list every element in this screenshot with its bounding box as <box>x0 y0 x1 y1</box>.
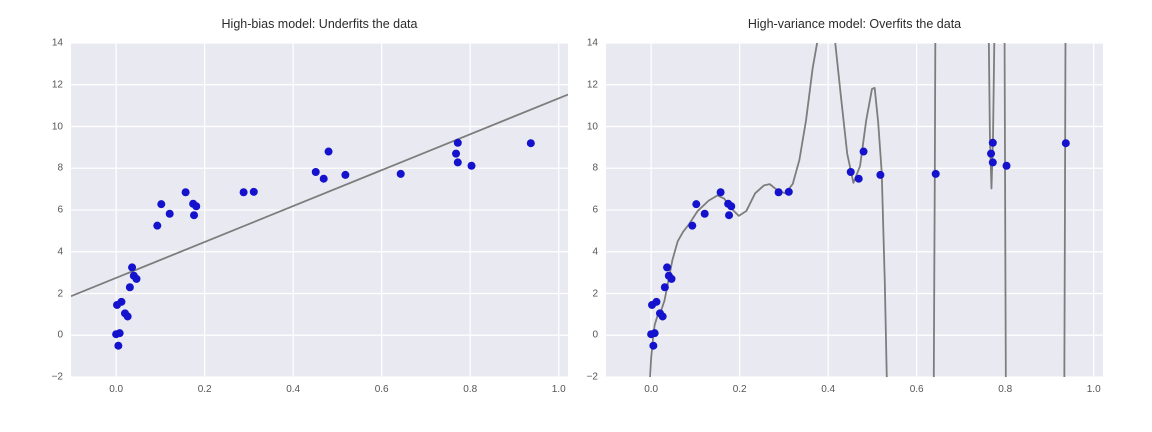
data-point <box>876 170 885 179</box>
data-point <box>652 297 661 306</box>
y-tick-label: 12 <box>586 79 598 91</box>
plot-canvas-right <box>606 43 1103 377</box>
data-point <box>663 263 672 272</box>
data-point <box>453 138 462 147</box>
data-point <box>660 283 669 292</box>
x-tick-label: 0.2 <box>197 384 212 395</box>
data-point <box>153 221 162 230</box>
data-point <box>132 274 141 283</box>
y-tick-label: 2 <box>592 288 598 299</box>
y-tick-label: 14 <box>51 37 63 49</box>
y-tick-label: −2 <box>51 371 63 383</box>
data-point <box>988 158 997 167</box>
x-tick-label: 0.8 <box>998 384 1013 395</box>
subplot-high-bias: High-bias model: Underfits the data 0.0 0… <box>52 17 568 395</box>
y-tick-label: −2 <box>586 371 598 383</box>
data-point <box>667 274 676 283</box>
y-tick-label: 4 <box>592 246 598 258</box>
data-point <box>114 341 123 350</box>
data-point <box>249 187 258 196</box>
x-tick-label: 0.0 <box>109 384 124 395</box>
data-point <box>1061 139 1070 148</box>
y-tick-label: 8 <box>57 162 63 174</box>
data-point <box>190 211 199 220</box>
y-tick-label: 10 <box>51 121 63 132</box>
data-point <box>650 329 659 338</box>
data-point <box>700 209 709 218</box>
x-tick-label: 0.8 <box>463 384 478 395</box>
x-tick-label: 0.2 <box>732 384 747 395</box>
plot-canvas-left <box>71 43 568 377</box>
data-point <box>846 168 855 177</box>
x-tick-label: 0.6 <box>909 384 924 395</box>
data-point <box>716 188 725 197</box>
data-point <box>311 168 320 177</box>
model-fit-curve <box>71 93 568 298</box>
y-tick-label: 2 <box>57 288 63 299</box>
y-tick-label: 4 <box>57 246 63 258</box>
data-point <box>987 149 996 158</box>
plot-title-right: High-variance model: Overfits the data <box>747 17 962 31</box>
data-point <box>452 149 461 158</box>
data-point <box>128 263 137 272</box>
data-point <box>165 209 174 218</box>
subplot-high-variance: High-variance model: Overfits the data 0… <box>587 17 1103 395</box>
data-point <box>784 187 793 196</box>
y-tick-label: 0 <box>57 329 63 341</box>
data-point <box>854 174 863 183</box>
x-tick-label: 1.0 <box>551 384 566 395</box>
data-point <box>125 283 134 292</box>
data-point <box>239 188 248 197</box>
data-point <box>453 158 462 167</box>
data-point <box>324 147 333 156</box>
data-point <box>396 169 405 178</box>
x-tick-label: 0.6 <box>374 384 389 395</box>
data-point <box>859 147 868 156</box>
data-point <box>115 329 124 338</box>
data-point <box>157 200 166 209</box>
data-point <box>181 188 190 197</box>
y-tick-label: 6 <box>592 204 598 216</box>
data-point <box>725 211 734 220</box>
y-tick-label: 0 <box>592 329 598 341</box>
x-tick-label: 0.4 <box>821 384 836 395</box>
data-point <box>988 138 997 147</box>
data-point <box>319 174 328 183</box>
data-point <box>123 312 132 321</box>
y-tick-label: 6 <box>57 204 63 216</box>
data-point <box>341 170 350 179</box>
data-point <box>526 139 535 148</box>
y-tick-label: 10 <box>586 121 598 132</box>
data-point <box>692 200 701 209</box>
data-point <box>688 221 697 230</box>
data-point <box>467 161 476 170</box>
plot-title-left: High-bias model: Underfits the data <box>221 17 418 31</box>
data-point <box>117 297 126 306</box>
x-tick-label: 0.0 <box>644 384 659 395</box>
x-tick-label: 1.0 <box>1086 384 1101 395</box>
data-point <box>727 202 736 211</box>
data-point <box>931 169 940 178</box>
data-point <box>192 202 201 211</box>
x-tick-label: 0.4 <box>286 384 301 395</box>
data-point <box>774 188 783 197</box>
y-tick-label: 12 <box>51 79 63 91</box>
y-tick-label: 14 <box>586 37 598 49</box>
data-point <box>649 341 658 350</box>
data-point <box>658 312 667 321</box>
data-point <box>1002 161 1011 170</box>
y-tick-label: 8 <box>592 162 598 174</box>
